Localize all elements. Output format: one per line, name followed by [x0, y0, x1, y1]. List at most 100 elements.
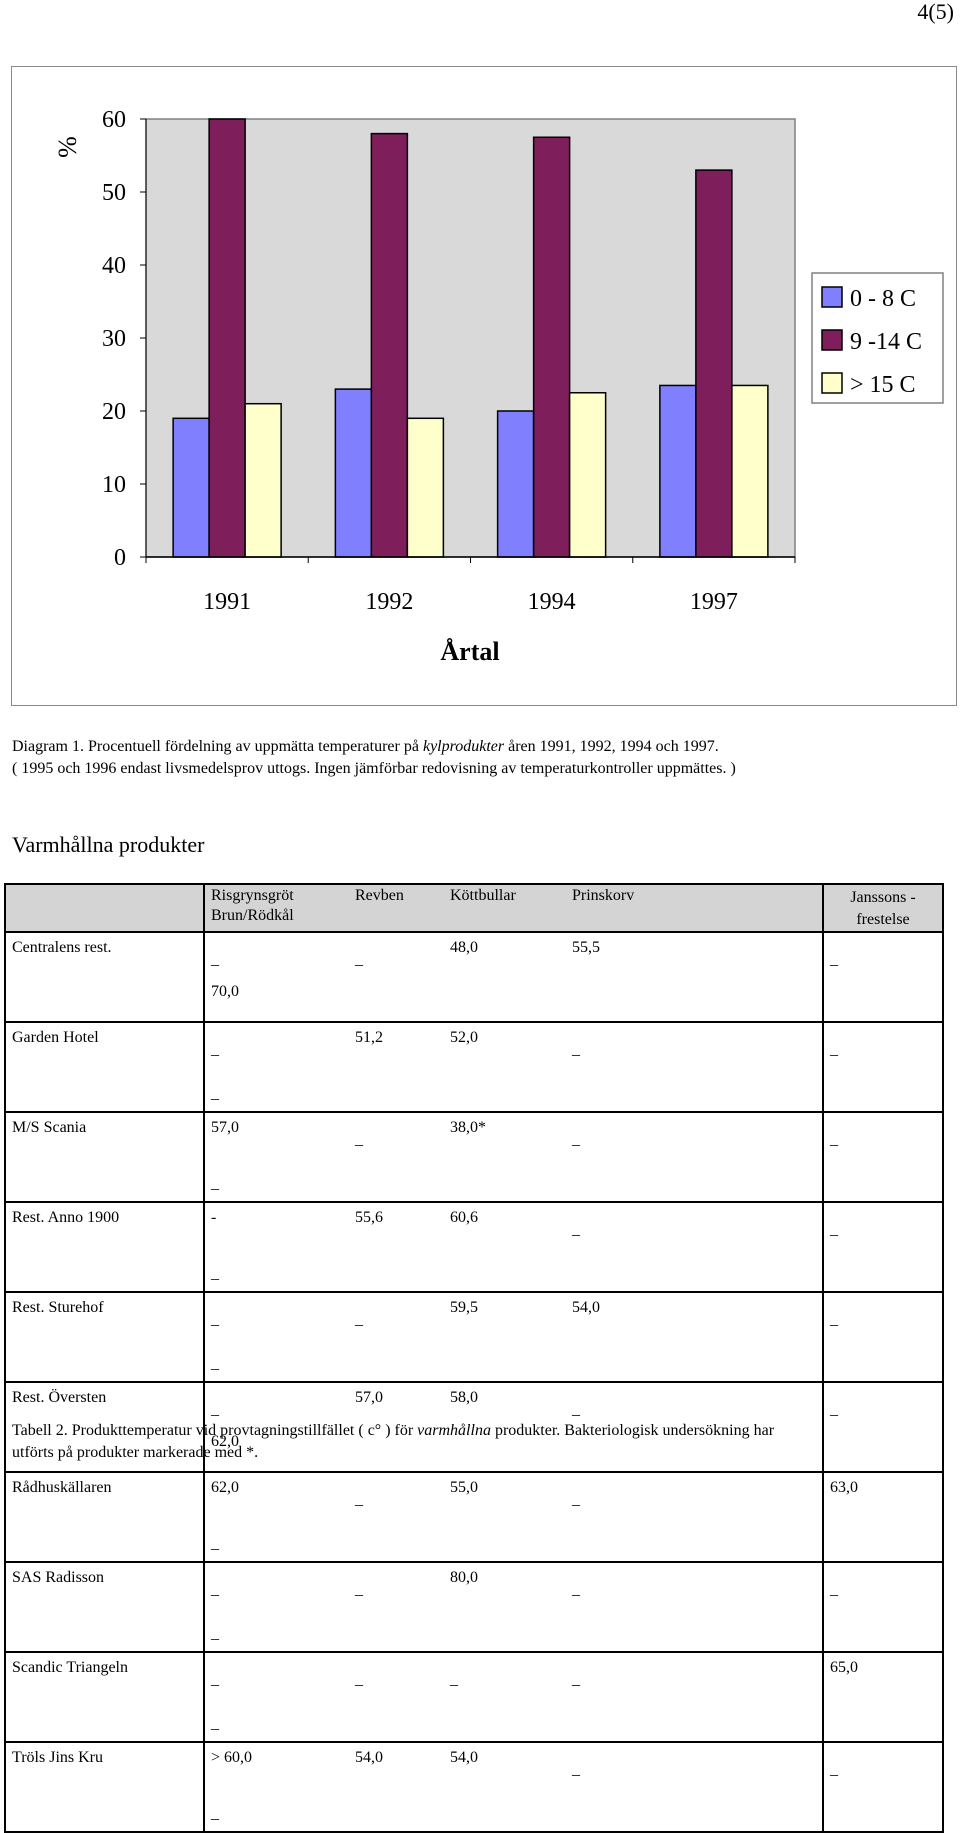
- bar: [695, 169, 733, 558]
- products-table: Risgrynsgröt Revben Köttbullar Prinskorv Bru…: [4, 883, 944, 1833]
- table-cell: _: [211, 1041, 219, 1058]
- row-label: SAS Radisson: [4, 1561, 205, 1653]
- chart-frame: 0 10 20 30 40 50 60% 1991 1992 1994 1997 Årtal 0 - 8…: [11, 66, 957, 706]
- table-caption-line2: utförts på produkter markerade med *.: [12, 1444, 259, 1461]
- bar: [406, 417, 445, 558]
- table-cell: _: [572, 1581, 580, 1598]
- bar: [568, 392, 607, 558]
- table-cell: _: [830, 1131, 838, 1148]
- table-row: Tröls Jins Kru > 60,0 54,0 54,0 _ _ _: [4, 1741, 944, 1833]
- table-cell: _: [211, 1175, 219, 1192]
- table-cell: _: [211, 1625, 219, 1642]
- table-cell: _: [830, 1761, 838, 1778]
- table-cell: 58,0: [450, 1389, 478, 1406]
- table-row: Centralens rest. _ _ 48,0 55,5 70,0 _: [4, 931, 944, 1023]
- row-label: Rest. Anno 1900: [4, 1201, 205, 1293]
- table-row: Scandic Triangeln _ _ _ _ _ 65,0: [4, 1651, 944, 1743]
- row-label: Garden Hotel: [4, 1021, 205, 1113]
- table-cell: > 60,0: [211, 1749, 253, 1766]
- table-cell: _: [211, 1355, 219, 1372]
- table-header-corner: [4, 883, 205, 933]
- table-cell: 65,0: [830, 1659, 858, 1676]
- y-tick-label: 40: [102, 253, 126, 279]
- table-cell: _: [572, 1491, 580, 1508]
- bar: [370, 132, 409, 558]
- table-cell: 55,0: [450, 1479, 478, 1496]
- row-last-cell-container: _: [822, 931, 944, 1023]
- table-cell: 38,0*: [450, 1119, 486, 1136]
- y-tick-label: 60: [102, 107, 126, 133]
- page-number: 4(5): [917, 0, 954, 24]
- legend-label: 9 -14 C: [850, 329, 922, 355]
- row-label: Rest. Sturehof: [4, 1291, 205, 1383]
- row-last-cell-container: 63,0: [822, 1471, 944, 1563]
- table-row: M/S Scania 57,0 _ 38,0* _ _ _: [4, 1111, 944, 1203]
- table-cell: _: [830, 1221, 838, 1238]
- row-label: Rest. Översten: [4, 1381, 205, 1473]
- y-tick-label: 10: [102, 472, 126, 498]
- table-cell: 54,0: [572, 1299, 600, 1316]
- table-cell: 55,6: [355, 1209, 383, 1226]
- table-cell: 48,0: [450, 939, 478, 956]
- table-cell: 59,5: [450, 1299, 478, 1316]
- column-header: Revben: [355, 887, 404, 904]
- table-cell: 52,0: [450, 1029, 478, 1046]
- row-values: - 55,6 60,6 _ _: [203, 1201, 824, 1293]
- row-values: > 60,0 54,0 54,0 _ _: [203, 1741, 824, 1833]
- table-cell: _: [572, 1041, 580, 1058]
- table-cell: 63,0: [830, 1479, 858, 1496]
- table-cell: 60,6: [450, 1209, 478, 1226]
- table-cell: _: [211, 1311, 219, 1328]
- table-cell: -: [211, 1209, 217, 1226]
- table-cell: _: [211, 1535, 219, 1552]
- bar: [731, 384, 769, 558]
- table-cell: _: [211, 1581, 219, 1598]
- table-cell: _: [572, 1761, 580, 1778]
- row-values: _ 51,2 52,0 _ _: [203, 1021, 824, 1113]
- table-cell: _: [830, 1311, 838, 1328]
- table-row: Rest. Anno 1900- 55,6 60,6 _ _ _: [4, 1201, 944, 1293]
- table-cell: _: [830, 1581, 838, 1598]
- bar: [172, 417, 210, 558]
- bar: [659, 384, 697, 558]
- column-header: Brun/Rödkål: [211, 907, 294, 924]
- column-header: Risgrynsgröt: [211, 887, 294, 904]
- table-cell: _: [211, 1085, 219, 1102]
- column-header: Janssons - frestelse: [850, 889, 916, 928]
- table-cell: _: [572, 1221, 580, 1238]
- table-header-row: Risgrynsgröt Revben Köttbullar Prinskorv Bru…: [4, 883, 944, 933]
- table-cell: _: [355, 1581, 363, 1598]
- table-cell: _: [211, 1401, 219, 1418]
- row-label: Rådhuskällaren: [4, 1471, 205, 1563]
- x-tick-label: 1992: [365, 589, 413, 615]
- table-cell: _: [355, 1671, 363, 1688]
- column-header: Köttbullar: [450, 887, 516, 904]
- table-cell: 55,5: [572, 939, 600, 956]
- table-cell: _: [211, 1671, 219, 1688]
- x-tick-label: 1991: [203, 589, 251, 615]
- row-label: Centralens rest.: [4, 931, 205, 1023]
- table-row: Rådhuskällaren 62,0 _ 55,0 _ _ 63,0: [4, 1471, 944, 1563]
- legend-swatch: [821, 286, 843, 308]
- legend-label: 0 - 8 C: [850, 286, 916, 312]
- row-last-cell-container: _: [822, 1111, 944, 1203]
- x-tick-label: 1997: [690, 589, 738, 615]
- bar: [208, 118, 246, 558]
- row-last-cell-container: _: [822, 1561, 944, 1653]
- column-header: Prinskorv: [572, 887, 635, 904]
- table-cell: _: [211, 951, 219, 968]
- table-cell: 57,0: [355, 1389, 383, 1406]
- row-values: _ 57,0 58,0 _ 62,0: [203, 1381, 824, 1473]
- table-cell: _: [211, 1715, 219, 1732]
- table-cell: _: [355, 1131, 363, 1148]
- row-last-cell-container: 65,0: [822, 1651, 944, 1743]
- table-header-last: Janssons - frestelse: [822, 883, 944, 933]
- row-last-cell-container: _: [822, 1741, 944, 1833]
- table-cell: 70,0: [211, 983, 239, 1000]
- section-title: Varmhållna produkter: [12, 832, 205, 857]
- row-last-cell-container: _: [822, 1381, 944, 1473]
- table-row: Rest. Sturehof _ _ 59,5 54,0 _ _: [4, 1291, 944, 1383]
- table-cell: _: [355, 1491, 363, 1508]
- row-values: 62,0 _ 55,0 _ _: [203, 1471, 824, 1563]
- table-cell: _: [572, 1131, 580, 1148]
